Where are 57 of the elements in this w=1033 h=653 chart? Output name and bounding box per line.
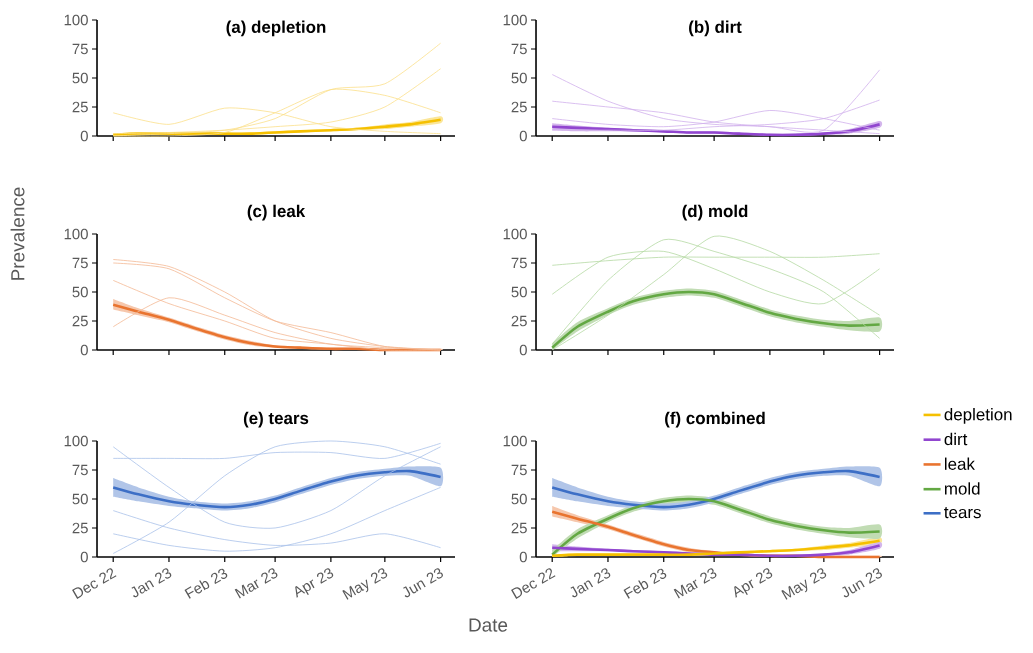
y-tick-label: 0: [80, 130, 88, 142]
y-tick-label: 50: [72, 493, 88, 505]
y-tick-label: 100: [503, 228, 527, 240]
x-tick-label: Feb 23: [623, 568, 667, 599]
y-tick-label: 100: [503, 14, 527, 26]
chart-title: (a) depletion: [226, 20, 326, 37]
y-tick-label: 50: [72, 72, 88, 84]
x-tick-label: Jun 23: [842, 568, 882, 598]
x-tick-label: Jan 23: [131, 568, 172, 598]
x-tick-label: Apr 23: [295, 568, 334, 598]
y-tick-label: 0: [519, 130, 527, 142]
legend-label: depletion: [944, 408, 1012, 424]
chart-title: (d) mold: [682, 204, 748, 221]
chart-title: (c) leak: [247, 204, 306, 221]
y-tick-label: 75: [72, 464, 88, 476]
chart-title: (b) dirt: [689, 20, 742, 37]
y-tick-label: 100: [64, 14, 88, 26]
x-tick-label: May 23: [342, 568, 388, 600]
y-tick-label: 50: [511, 493, 527, 505]
x-tick-label: Jan 23: [570, 568, 611, 598]
legend-label: mold: [944, 482, 980, 495]
y-tick-label: 100: [64, 435, 88, 447]
y-tick-label: 0: [80, 344, 88, 356]
y-tick-label: 25: [511, 101, 527, 113]
y-tick-label: 25: [72, 315, 88, 327]
y-tick-label: 0: [519, 344, 527, 356]
legend-label: tears: [944, 507, 981, 519]
y-tick-label: 0: [519, 551, 527, 563]
chart-title: (f) combined: [665, 411, 765, 428]
y-tick-label: 75: [72, 43, 88, 55]
y-tick-label: 50: [511, 72, 527, 84]
y-tick-label: 25: [72, 522, 88, 534]
y-tick-label: 75: [72, 257, 88, 269]
y-tick-label: 75: [511, 43, 527, 55]
x-tick-label: Dec 22: [511, 568, 556, 599]
y-tick-label: 50: [72, 286, 88, 298]
y-tick-label: 75: [511, 257, 527, 269]
y-tick-label: 100: [503, 435, 527, 447]
x-tick-label: May 23: [781, 568, 827, 600]
chart-title: (e) tears: [243, 411, 309, 428]
x-tick-label: Dec 22: [72, 568, 117, 599]
legend-label: dirt: [944, 432, 968, 446]
x-axis-title: Date: [469, 618, 508, 632]
y-tick-label: 25: [511, 315, 527, 327]
x-tick-label: Mar 23: [673, 568, 717, 599]
x-tick-label: Feb 23: [184, 568, 228, 599]
x-tick-label: Jun 23: [403, 568, 443, 598]
y-axis-title: Prevalence: [10, 187, 25, 280]
x-tick-label: Mar 23: [234, 568, 278, 599]
y-tick-label: 75: [511, 464, 527, 476]
y-tick-label: 50: [511, 286, 527, 298]
y-tick-label: 100: [64, 228, 88, 240]
y-tick-label: 0: [80, 551, 88, 563]
legend-label: leak: [944, 457, 975, 470]
x-tick-label: Apr 23: [734, 568, 773, 598]
y-tick-label: 25: [72, 101, 88, 113]
y-tick-label: 25: [511, 522, 527, 534]
